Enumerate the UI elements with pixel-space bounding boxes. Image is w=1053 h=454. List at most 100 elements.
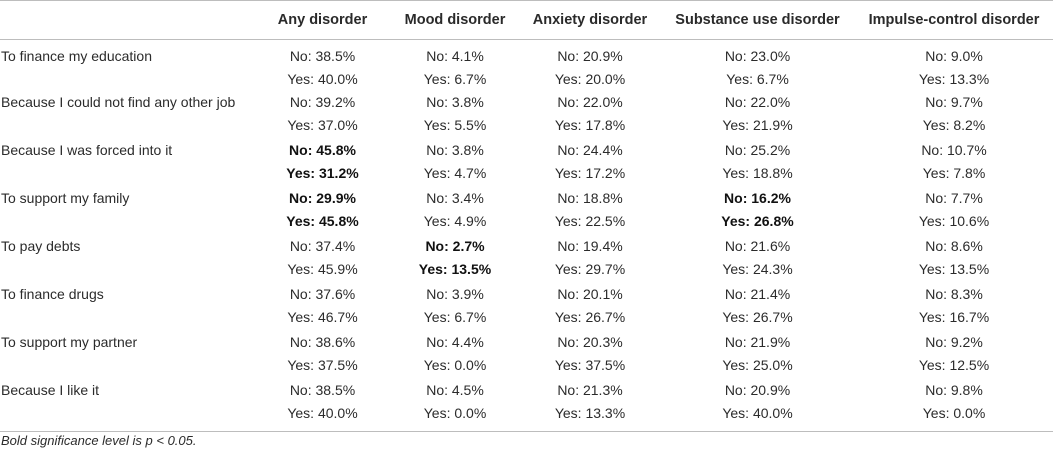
value-yes: Yes: 37.5%: [287, 357, 358, 373]
value-yes: Yes: 17.8%: [554, 117, 626, 133]
value-yes: Yes: 45.9%: [287, 261, 358, 277]
value-no: No: 9.7%: [925, 94, 983, 110]
row-label: To finance drugs: [1, 286, 104, 302]
table-row: To finance drugs No: 37.6% Yes: 46.7% No: 3…: [0, 283, 1053, 331]
value-yes: Yes: 26.7%: [554, 309, 626, 325]
cell-anxiety-disorder: No: 22.0% Yes: 17.8%: [520, 91, 660, 139]
value-no: No: 4.4%: [426, 334, 484, 350]
table-row: Because I could not find any other job No…: [0, 91, 1053, 139]
row-label: To finance my education: [1, 48, 152, 64]
value-yes: Yes: 37.5%: [554, 357, 626, 373]
value-no: No: 20.3%: [557, 334, 623, 350]
header-mood-disorder: Mood disorder: [390, 0, 520, 40]
cell-impulse-control-disorder: No: 10.7% Yes: 7.8%: [855, 139, 1053, 187]
cell-any-disorder: No: 29.9% Yes: 45.8%: [255, 187, 390, 235]
cell-anxiety-disorder: No: 19.4% Yes: 29.7%: [520, 235, 660, 283]
cell-any-disorder: No: 45.8% Yes: 31.2%: [255, 139, 390, 187]
value-yes: Yes: 10.6%: [918, 213, 990, 229]
value-no: No: 3.8%: [426, 94, 484, 110]
value-no: No: 20.9%: [557, 48, 623, 64]
cell-any-disorder: No: 38.5% Yes: 40.0%: [255, 379, 390, 432]
cell-mood-disorder: No: 3.8% Yes: 4.7%: [390, 139, 520, 187]
value-yes: Yes: 21.9%: [722, 117, 793, 133]
table-footnote: Bold significance level is p < 0.05.: [1, 433, 197, 448]
value-yes: Yes: 37.0%: [287, 117, 358, 133]
value-no: No: 10.7%: [921, 142, 987, 158]
value-yes: Yes: 40.0%: [287, 71, 358, 87]
value-yes: Yes: 6.7%: [726, 71, 789, 87]
value-no: No: 37.4%: [289, 238, 356, 254]
cell-substance-use-disorder: No: 21.9% Yes: 25.0%: [660, 331, 855, 379]
cell-substance-use-disorder: No: 20.9% Yes: 40.0%: [660, 379, 855, 432]
value-yes: Yes: 40.0%: [287, 405, 358, 421]
cell-impulse-control-disorder: No: 9.2% Yes: 12.5%: [855, 331, 1053, 379]
value-no: No: 24.4%: [557, 142, 623, 158]
cell-anxiety-disorder: No: 20.1% Yes: 26.7%: [520, 283, 660, 331]
value-no: No: 16.2%: [724, 190, 791, 206]
value-no: No: 45.8%: [289, 142, 356, 158]
cell-impulse-control-disorder: No: 9.7% Yes: 8.2%: [855, 91, 1053, 139]
value-no: No: 18.8%: [557, 190, 623, 206]
value-yes: Yes: 8.2%: [922, 117, 986, 133]
value-no: No: 21.3%: [557, 382, 623, 398]
value-no: No: 39.2%: [289, 94, 356, 110]
value-no: No: 38.5%: [289, 48, 356, 64]
header-cell-blank: [0, 0, 255, 40]
cell-any-disorder: No: 38.6% Yes: 37.5%: [255, 331, 390, 379]
value-no: No: 4.5%: [426, 382, 484, 398]
row-label: Because I was forced into it: [1, 142, 173, 158]
cell-substance-use-disorder: No: 23.0% Yes: 6.7%: [660, 40, 855, 92]
value-yes: Yes: 40.0%: [722, 405, 793, 421]
cell-anxiety-disorder: No: 20.3% Yes: 37.5%: [520, 331, 660, 379]
cell-any-disorder: No: 37.4% Yes: 45.9%: [255, 235, 390, 283]
cell-mood-disorder: No: 3.8% Yes: 5.5%: [390, 91, 520, 139]
cell-mood-disorder: No: 4.5% Yes: 0.0%: [390, 379, 520, 432]
cell-substance-use-disorder: No: 25.2% Yes: 18.8%: [660, 139, 855, 187]
value-no: No: 9.2%: [925, 334, 983, 350]
cell-substance-use-disorder: No: 21.4% Yes: 26.7%: [660, 283, 855, 331]
value-no: No: 25.2%: [724, 142, 791, 158]
value-yes: Yes: 6.7%: [423, 309, 487, 325]
value-no: No: 3.4%: [426, 190, 484, 206]
value-yes: Yes: 0.0%: [922, 405, 986, 421]
value-no: No: 3.8%: [426, 142, 484, 158]
cell-anxiety-disorder: No: 21.3% Yes: 13.3%: [520, 379, 660, 432]
row-label: Because I could not find any other job: [1, 94, 236, 110]
value-yes: Yes: 16.7%: [918, 309, 990, 325]
table-row: To pay debts No: 37.4% Yes: 45.9% No: 2.7% Y…: [0, 235, 1053, 283]
value-no: No: 20.9%: [724, 382, 791, 398]
cell-any-disorder: No: 39.2% Yes: 37.0%: [255, 91, 390, 139]
value-yes: Yes: 5.5%: [423, 117, 487, 133]
value-no: No: 38.5%: [289, 382, 356, 398]
value-no: No: 19.4%: [557, 238, 623, 254]
value-no: No: 38.6%: [289, 334, 356, 350]
cell-anxiety-disorder: No: 20.9% Yes: 20.0%: [520, 40, 660, 92]
row-label: To support my family: [1, 190, 130, 206]
value-no: No: 29.9%: [289, 190, 356, 206]
value-no: No: 37.6%: [289, 286, 356, 302]
value-no: No: 23.0%: [724, 48, 791, 64]
value-yes: Yes: 4.9%: [423, 213, 487, 229]
row-label: To pay debts: [1, 238, 81, 254]
value-yes: Yes: 29.7%: [554, 261, 626, 277]
value-yes: Yes: 0.0%: [423, 357, 487, 373]
header-any-disorder: Any disorder: [255, 0, 390, 40]
value-no: No: 8.6%: [925, 238, 983, 254]
header-row: Any disorder Mood disorder Anxiety disor…: [0, 0, 1053, 40]
value-no: No: 9.8%: [925, 382, 983, 398]
value-yes: Yes: 13.3%: [918, 71, 990, 87]
header-anxiety-disorder: Anxiety disorder: [520, 0, 660, 40]
value-no: No: 9.0%: [925, 48, 983, 64]
value-yes: Yes: 4.7%: [423, 165, 487, 181]
value-yes: Yes: 13.5%: [918, 261, 990, 277]
value-no: No: 21.6%: [724, 238, 791, 254]
value-no: No: 3.9%: [426, 286, 484, 302]
table-row: To finance my education No: 38.5% Yes: 40.…: [0, 40, 1053, 92]
cell-impulse-control-disorder: No: 8.3% Yes: 16.7%: [855, 283, 1053, 331]
header-impulse-control-disorder: Impulse-control disorder: [855, 0, 1053, 40]
value-no: No: 8.3%: [925, 286, 983, 302]
value-no: No: 22.0%: [724, 94, 791, 110]
cell-impulse-control-disorder: No: 9.0% Yes: 13.3%: [855, 40, 1053, 92]
cell-mood-disorder: No: 3.4% Yes: 4.9%: [390, 187, 520, 235]
table-row: To support my partner No: 38.6% Yes: 37.5%…: [0, 331, 1053, 379]
